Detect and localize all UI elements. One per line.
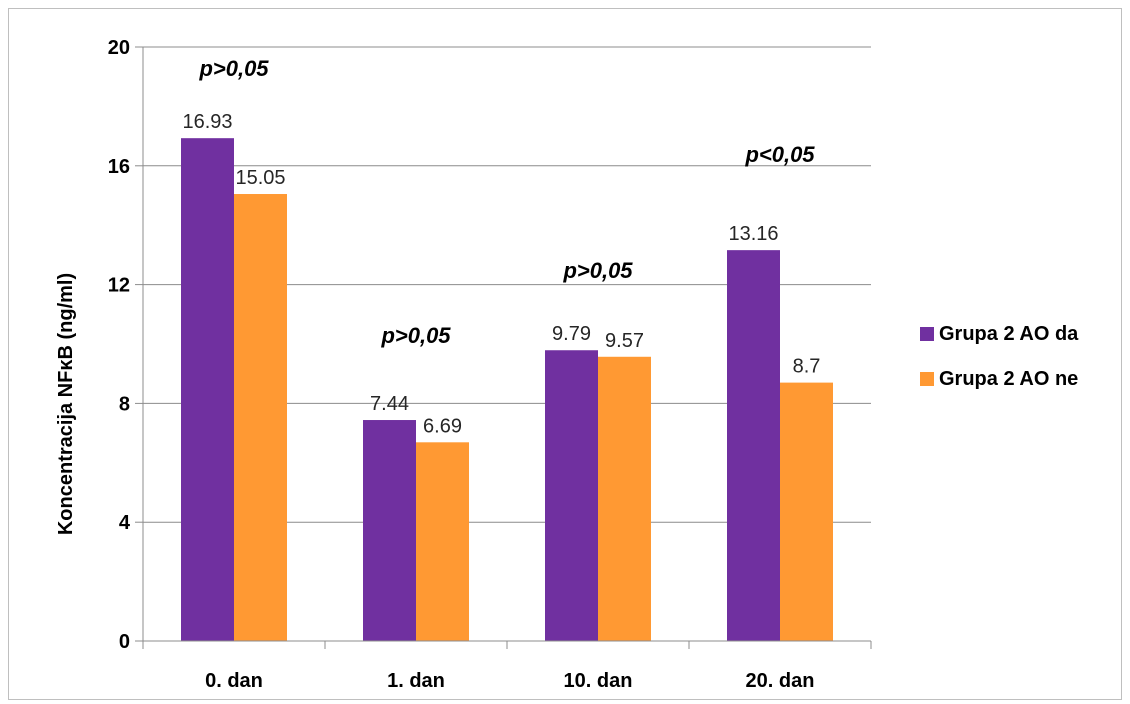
data-labels: 16.93 7.44 9.79 13.16 15.05 6.69 9.57 8.7 (182, 111, 820, 437)
y-tick-label: 4 (119, 512, 131, 534)
x-tick-label: 10. dan (564, 670, 633, 692)
data-label: 15.05 (235, 167, 285, 189)
data-label: 7.44 (370, 393, 409, 415)
p-value-annotation: p>0,05 (198, 56, 269, 81)
legend-label: Grupa 2 AO da (939, 323, 1079, 345)
y-tick-label: 20 (108, 37, 130, 59)
x-tick-label: 0. dan (205, 670, 263, 692)
data-label: 9.57 (605, 330, 644, 352)
bar (780, 382, 833, 641)
bar (727, 250, 780, 641)
bar (181, 138, 234, 641)
legend-label: Grupa 2 AO ne (939, 368, 1078, 390)
bar (363, 420, 416, 641)
data-label: 16.93 (182, 111, 232, 133)
y-tick-label: 16 (108, 156, 130, 178)
x-tick-label: 20. dan (746, 670, 815, 692)
y-tick-label: 0 (119, 631, 130, 653)
data-label: 9.79 (552, 323, 591, 345)
data-label: 13.16 (728, 223, 778, 245)
y-tick-label: 8 (119, 393, 130, 415)
bar (234, 194, 287, 641)
data-label: 6.69 (423, 415, 462, 437)
bar (545, 350, 598, 641)
bars (181, 138, 833, 641)
bar (416, 442, 469, 641)
x-tick-label: 1. dan (387, 670, 445, 692)
legend: Grupa 2 AO da Grupa 2 AO ne (920, 323, 1079, 390)
legend-swatch (920, 372, 934, 386)
axes: 0 4 8 12 16 20 0. dan 1. dan 10. dan 20. dan (108, 37, 872, 692)
bar (598, 356, 651, 641)
p-value-annotation: p>0,05 (380, 323, 451, 348)
y-axis-label: Koncentracija NFκB (ng/ml) (55, 273, 77, 535)
data-label: 8.7 (793, 356, 821, 378)
legend-swatch (920, 327, 934, 341)
p-value-annotation: p>0,05 (562, 258, 633, 283)
annotations: p>0,05 p>0,05 p>0,05 p<0,05 (198, 56, 815, 348)
y-tick-label: 12 (108, 275, 130, 297)
p-value-annotation: p<0,05 (744, 142, 815, 167)
